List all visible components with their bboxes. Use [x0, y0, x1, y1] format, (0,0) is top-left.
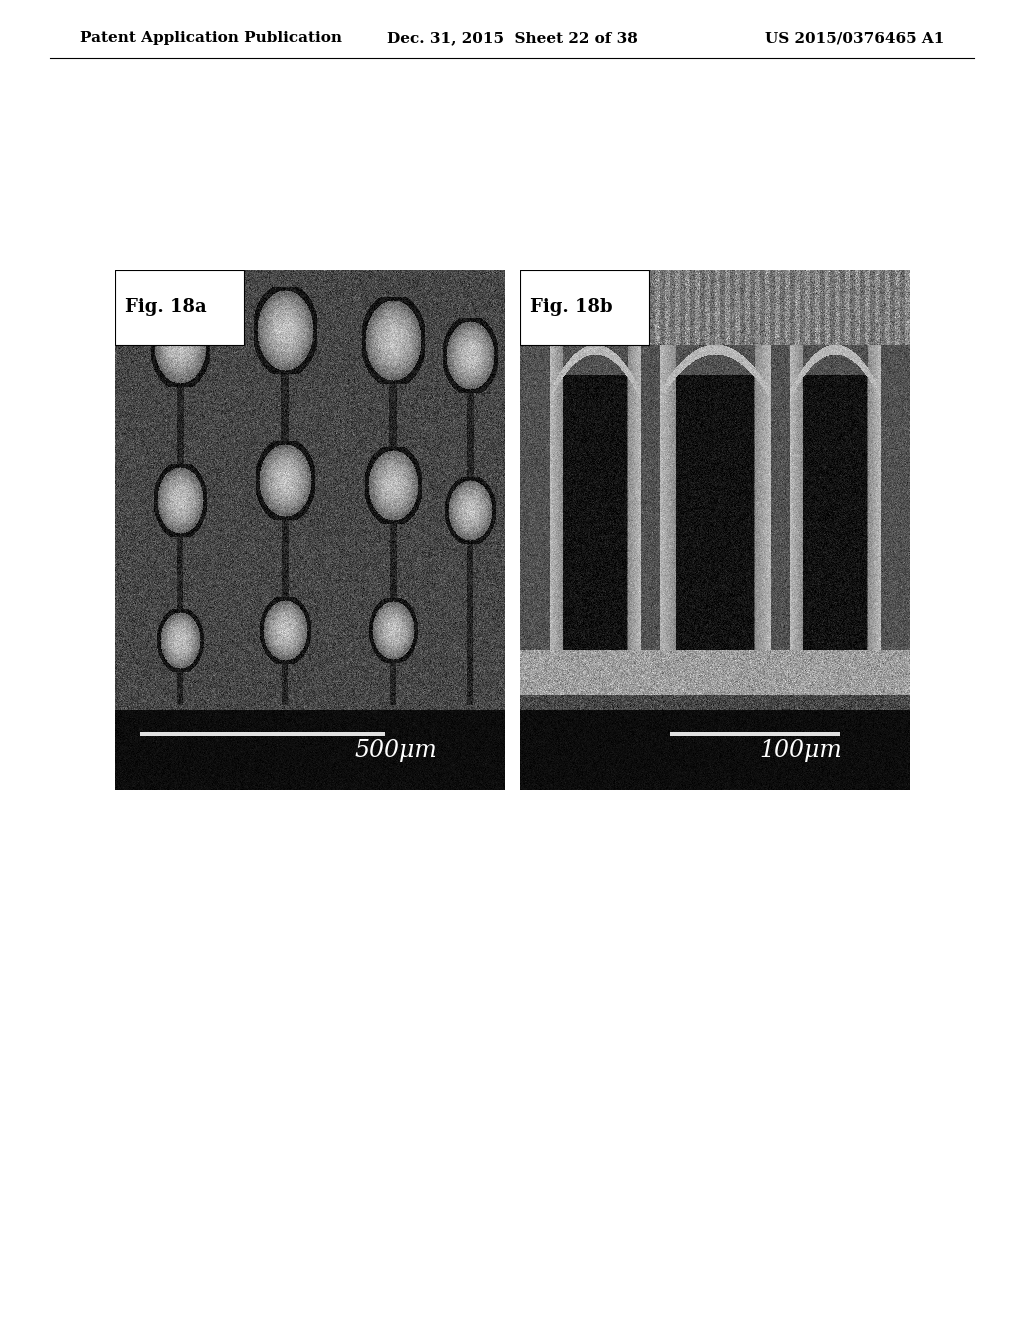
Text: Fig. 18a: Fig. 18a — [125, 298, 207, 317]
Text: 100μm: 100μm — [760, 739, 842, 763]
Text: Dec. 31, 2015  Sheet 22 of 38: Dec. 31, 2015 Sheet 22 of 38 — [387, 30, 637, 45]
FancyBboxPatch shape — [115, 271, 244, 346]
Text: 500μm: 500μm — [354, 739, 437, 763]
FancyBboxPatch shape — [520, 271, 648, 346]
Text: Fig. 18b: Fig. 18b — [529, 298, 612, 317]
Text: US 2015/0376465 A1: US 2015/0376465 A1 — [765, 30, 944, 45]
Text: Patent Application Publication: Patent Application Publication — [80, 30, 342, 45]
